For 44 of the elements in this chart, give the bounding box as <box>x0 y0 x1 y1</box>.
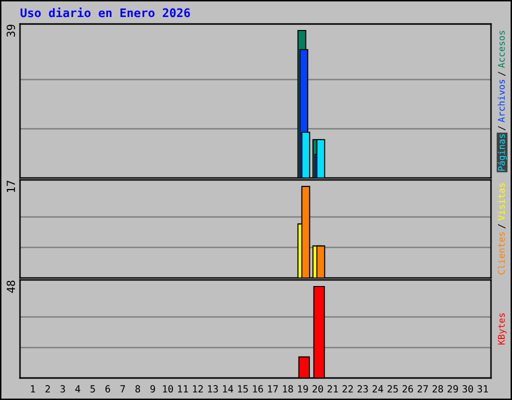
x-tick-label: 18 <box>283 385 293 393</box>
x-tick-label: 4 <box>75 385 80 392</box>
x-tick-label: 26 <box>402 385 413 393</box>
x-tick-label: 11 <box>178 385 188 392</box>
x-tick-label: 3 <box>60 385 65 393</box>
x-tick-label: 19 <box>298 385 308 393</box>
y-axis-title: 39 <box>6 24 16 37</box>
x-tick-label: 7 <box>120 385 125 392</box>
x-tick-label: 24 <box>372 385 384 392</box>
text: / <box>498 72 506 76</box>
text: Páginas <box>498 134 507 171</box>
text: KBytes <box>498 313 507 344</box>
x-tick-label: 8 <box>135 385 140 393</box>
text: Clientes <box>498 232 505 274</box>
text: Archivos <box>498 80 505 122</box>
x-tick-label: 27 <box>418 385 428 392</box>
text: / <box>498 224 506 228</box>
x-tick-label: 10 <box>163 385 173 393</box>
x-tick-label: 31 <box>478 385 488 393</box>
x-tick-label: 9 <box>150 385 156 393</box>
x-tick-label: 20 <box>312 385 323 393</box>
x-tick-label: 23 <box>358 385 368 393</box>
text: / <box>498 126 506 130</box>
y-axis-title: 48 <box>6 280 16 293</box>
x-tick-label: 29 <box>448 385 458 393</box>
y-axis-title: 17 <box>6 180 15 192</box>
x-tick-label: 17 <box>268 385 278 392</box>
x-tick-label: 28 <box>432 385 443 393</box>
x-tick-label: 12 <box>193 385 203 392</box>
x-tick-label: 30 <box>462 385 473 393</box>
text: Accesos <box>498 30 505 68</box>
x-tick-label: 16 <box>253 385 263 393</box>
x-tick-label: 14 <box>223 385 234 392</box>
text: Visitas <box>498 183 505 220</box>
x-tick-label: 15 <box>238 385 248 393</box>
x-tick-label: 25 <box>388 385 398 393</box>
x-tick-label: 6 <box>105 385 110 393</box>
x-tick-label: 13 <box>208 385 218 393</box>
x-tick-label: 2 <box>46 385 50 392</box>
chart-title: Uso diario en Enero 2026 <box>20 7 190 18</box>
x-tick-label: 1 <box>30 385 36 392</box>
x-tick-label: 22 <box>342 385 353 392</box>
x-tick-label: 21 <box>328 385 338 392</box>
x-tick-label: 5 <box>90 385 95 393</box>
